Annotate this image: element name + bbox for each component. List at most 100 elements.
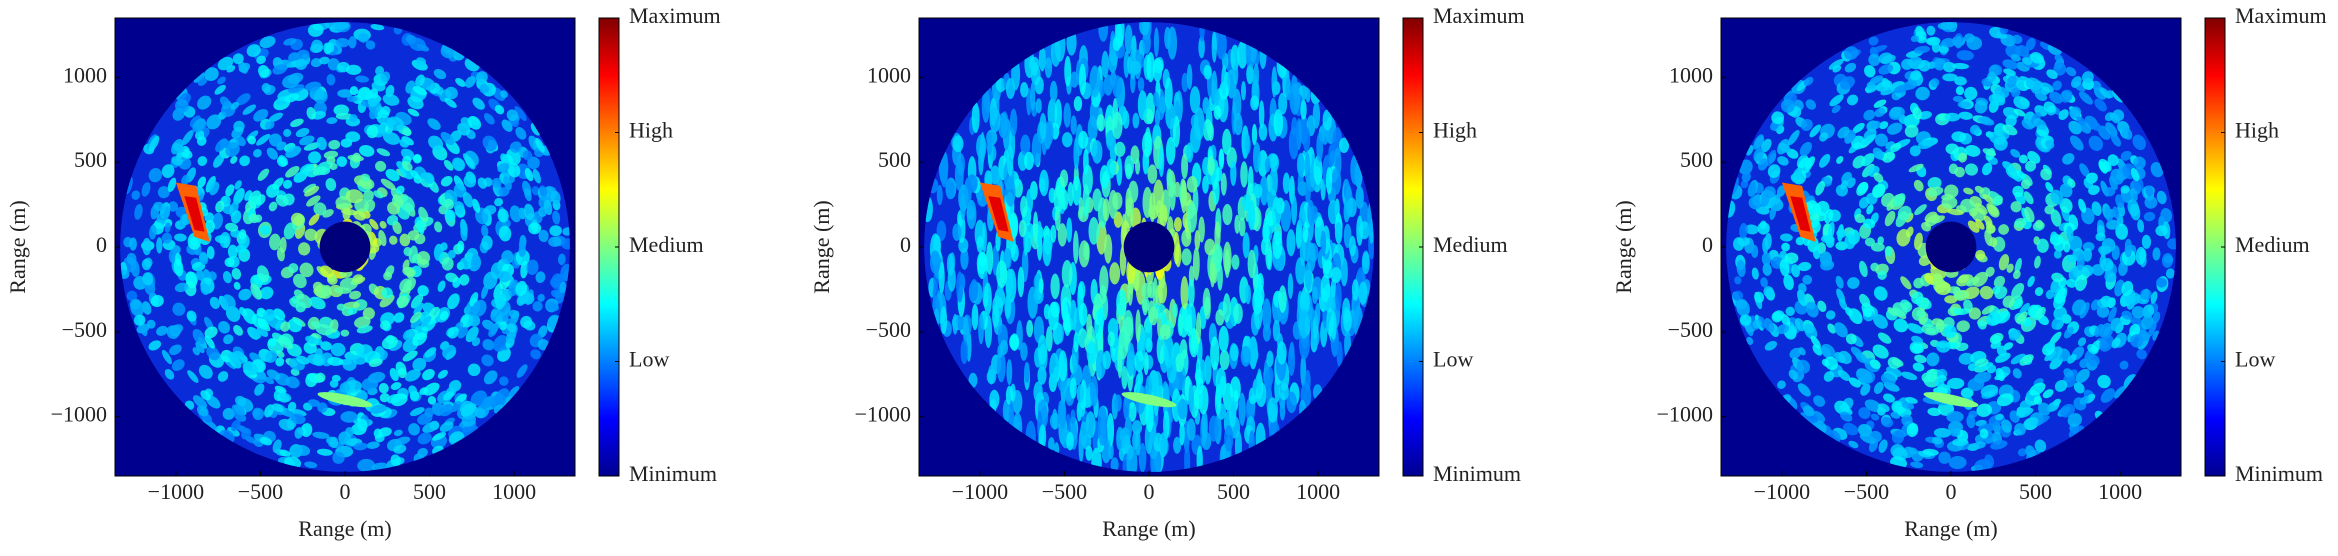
- speckle: [1248, 200, 1255, 230]
- speckle: [1278, 93, 1287, 115]
- speckle: [1050, 225, 1056, 243]
- speckle: [1307, 242, 1316, 272]
- speckle: [1239, 217, 1246, 236]
- speckle: [1108, 331, 1115, 346]
- speckle: [972, 304, 979, 330]
- colorbar-label: Medium: [629, 232, 704, 257]
- speckle: [1299, 309, 1310, 339]
- speckle: [1068, 182, 1074, 206]
- speckle: [1099, 285, 1106, 304]
- speckle: [1155, 109, 1160, 127]
- colorbar-label: Low: [1433, 347, 1473, 372]
- speckle: [1219, 326, 1229, 353]
- speckle: [1053, 185, 1064, 213]
- speckle: [1113, 37, 1121, 51]
- colorbar-label: Medium: [1433, 232, 1508, 257]
- speckle: [1194, 107, 1205, 140]
- speckle: [1079, 240, 1090, 267]
- speckle: [1080, 421, 1087, 447]
- speckle: [1049, 353, 1059, 384]
- speckle: [1296, 225, 1302, 249]
- center-hole: [1124, 222, 1175, 273]
- speckle: [1039, 113, 1046, 140]
- panel: −1000−50005001000−1000−50005001000Range …: [809, 3, 1525, 541]
- x-tick-label: 500: [2019, 479, 2052, 504]
- speckle: [1101, 51, 1108, 78]
- speckle: [1321, 275, 1330, 303]
- speckle: [1033, 211, 1038, 243]
- speckle: [1159, 204, 1167, 227]
- speckle: [1063, 103, 1070, 128]
- speckle: [1265, 239, 1272, 270]
- speckle: [1277, 341, 1287, 364]
- x-tick-label: 1000: [1296, 479, 1340, 504]
- speckle: [1035, 76, 1044, 94]
- speckle: [1186, 142, 1193, 162]
- speckle: [1167, 358, 1177, 383]
- speckle: [1243, 232, 1250, 258]
- speckle: [1287, 229, 1296, 256]
- speckle: [1098, 307, 1104, 328]
- colorbar-label: Minimum: [1433, 461, 1521, 486]
- colorbar-label: Maximum: [2235, 3, 2327, 28]
- speckle: [1010, 109, 1017, 137]
- speckle: [1169, 181, 1176, 210]
- speckle: [1079, 303, 1087, 326]
- speckle: [1216, 367, 1227, 398]
- speckle: [967, 174, 978, 192]
- y-tick-label: 1000: [867, 62, 911, 87]
- speckle: [1186, 314, 1192, 337]
- speckle: [1145, 127, 1152, 156]
- center-hole: [1926, 222, 1977, 273]
- y-tick-label: 500: [878, 147, 911, 172]
- x-tick-label: −500: [238, 479, 283, 504]
- speckle: [1254, 184, 1263, 198]
- speckle: [1241, 346, 1251, 367]
- y-axis-label: Range (m): [1611, 200, 1636, 293]
- speckle: [1114, 142, 1125, 157]
- speckle: [1253, 63, 1259, 88]
- speckle: [1187, 176, 1198, 193]
- speckle: [1074, 96, 1082, 111]
- speckle: [1010, 333, 1019, 351]
- speckle: [1160, 324, 1171, 340]
- speckle: [1871, 243, 1885, 252]
- speckle: [1362, 251, 1370, 274]
- speckle: [1050, 81, 1058, 103]
- speckle: [1116, 427, 1124, 451]
- speckle: [1359, 281, 1368, 304]
- speckle: [1083, 149, 1089, 175]
- y-tick-label: 500: [1680, 147, 1713, 172]
- colorbar-label: High: [2235, 118, 2279, 143]
- speckle: [1273, 320, 1280, 341]
- speckle: [1086, 314, 1092, 340]
- panel: −1000−50005001000−1000−50005001000Range …: [5, 3, 721, 541]
- speckle: [1125, 164, 1132, 180]
- colorbar-label: Maximum: [1433, 3, 1525, 28]
- speckle: [1044, 304, 1050, 319]
- speckle: [1135, 309, 1140, 342]
- colorbar-label: Low: [629, 347, 669, 372]
- speckle: [1219, 149, 1224, 167]
- speckle: [1019, 220, 1027, 237]
- speckle: [1179, 422, 1184, 446]
- speckle: [1089, 66, 1100, 98]
- speckle: [1210, 336, 1219, 370]
- speckle: [1172, 303, 1178, 318]
- y-tick-label: 1000: [1669, 62, 1713, 87]
- speckle: [1331, 267, 1342, 283]
- speckle: [1039, 278, 1044, 294]
- speckle: [1042, 235, 1051, 266]
- speckle: [1250, 95, 1259, 110]
- speckle: [1352, 279, 1359, 301]
- speckle: [1307, 200, 1314, 226]
- speckle: [1344, 201, 1350, 222]
- speckle: [1125, 25, 1133, 55]
- speckle: [1212, 32, 1217, 63]
- speckle: [1208, 123, 1214, 141]
- speckle: [1224, 425, 1233, 452]
- x-tick-label: −1000: [148, 479, 204, 504]
- center-hole: [320, 222, 371, 273]
- speckle: [1064, 56, 1071, 87]
- speckle: [1174, 217, 1182, 232]
